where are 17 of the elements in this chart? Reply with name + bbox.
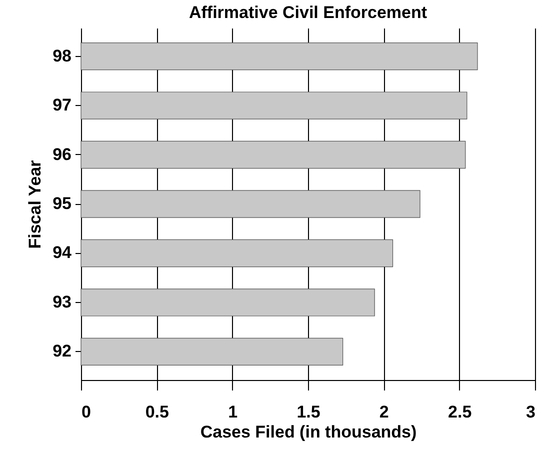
y-tick-label: 96 — [52, 144, 72, 164]
y-tick-label: 92 — [52, 342, 72, 361]
x-tick-label: 0.5 — [145, 402, 169, 422]
x-tick-label: 1 — [228, 402, 238, 422]
x-tick-label: 1.5 — [296, 402, 320, 422]
y-tick-label: 95 — [52, 194, 72, 213]
y-tick-label: 93 — [52, 292, 72, 312]
y-tick-label: 97 — [52, 96, 72, 115]
chart-title: Affirmative Civil Enforcement — [188, 3, 428, 22]
x-tick-label: 0 — [82, 402, 91, 422]
y-tick-label: 94 — [52, 243, 72, 262]
x-tick-label: 3 — [526, 402, 536, 422]
x-axis-title: Cases Filed (in thousands) — [200, 422, 417, 442]
y-axis-title: Fiscal Year — [26, 160, 45, 249]
x-tick-label: 2.5 — [448, 402, 472, 422]
y-tick-label: 98 — [52, 46, 72, 66]
x-tick-label: 2 — [379, 402, 389, 422]
